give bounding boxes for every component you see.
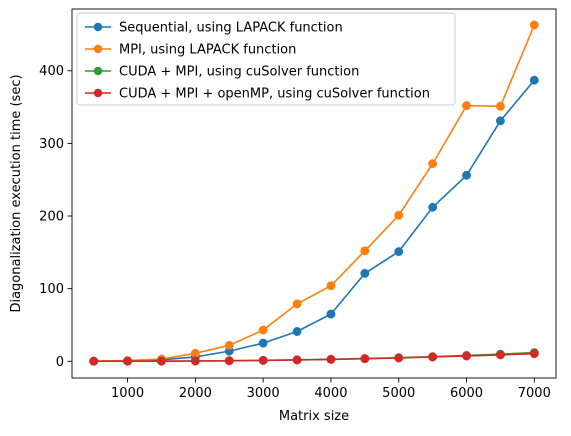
legend-box	[76, 12, 456, 106]
series-line-2	[93, 24, 536, 362]
series-1-point	[462, 170, 471, 180]
series-1-point	[428, 202, 438, 212]
series-1-point	[326, 309, 336, 319]
x-tick-label: 6000	[450, 386, 483, 401]
y-tick-label: 400	[39, 64, 64, 79]
y-axis-label: Diagonalization execution time (sec)	[9, 74, 24, 312]
series-2-point	[190, 348, 200, 358]
plot-area	[89, 20, 539, 366]
series-4-point	[224, 356, 234, 366]
legend-label-1: Sequential, using LAPACK function	[119, 21, 343, 36]
x-tick-label: 5000	[382, 386, 415, 401]
series-line-1	[93, 79, 535, 362]
legend-label-4: CUDA + MPI + openMP, using cuSolver func…	[119, 87, 430, 102]
legend-marker-3	[93, 66, 103, 76]
series-2-point	[326, 281, 336, 291]
series-1-point	[258, 338, 268, 348]
y-tick-label: 100	[39, 282, 64, 297]
series-4-point	[123, 356, 133, 366]
series-2-point	[360, 246, 370, 256]
series-1-point	[529, 75, 539, 85]
series-2-point	[462, 101, 471, 111]
series-1-point	[495, 116, 505, 126]
series-2-point	[428, 159, 438, 169]
series-1-point	[292, 327, 302, 336]
x-tick-label: 4000	[314, 386, 347, 401]
x-tick-label: 7000	[518, 386, 551, 401]
series-4-point	[529, 349, 539, 359]
series-2-point	[529, 20, 539, 30]
x-tick-label: 2000	[179, 386, 212, 401]
y-tick-label: 0	[56, 355, 64, 370]
series-4-point	[292, 355, 302, 365]
series-4-point	[190, 356, 200, 366]
y-tick-label: 200	[39, 210, 64, 225]
axes: 1000 2000 3000 4000 5000 6000 7000 0 100 200 300 40…	[39, 8, 557, 401]
series-2-point	[224, 340, 234, 350]
axes-frame	[71, 8, 557, 379]
x-tick-label: 1000	[111, 386, 144, 401]
series-2-point	[258, 325, 268, 335]
series-4-point	[360, 354, 370, 364]
series-4-point	[157, 356, 166, 366]
legend-label-3: CUDA + MPI, using cuSolver function	[119, 65, 359, 80]
series-4-point	[394, 353, 404, 363]
series-4-point	[462, 351, 471, 361]
series-4-point	[326, 354, 336, 364]
series-line-4	[93, 352, 535, 363]
y-tick-label: 300	[39, 137, 64, 152]
series-2-point	[394, 210, 404, 220]
series-1-point	[394, 247, 404, 257]
x-tick-label: 3000	[247, 386, 280, 401]
x-axis-label: Matrix size	[279, 409, 349, 424]
series-2-point	[495, 101, 505, 111]
series-1-point	[360, 268, 370, 278]
series-2-point	[292, 299, 302, 309]
legend-label-2: MPI, using LAPACK function	[119, 43, 296, 58]
series-4-point	[428, 352, 438, 362]
legend-marker-1	[93, 22, 103, 32]
series-4-point	[89, 356, 99, 366]
series-4-point	[495, 350, 505, 360]
legend-marker-4	[93, 88, 103, 98]
series-4-point	[258, 355, 268, 365]
legend-marker-2	[93, 44, 103, 54]
legend: Sequential, using LAPACK function MPI, us…	[76, 12, 456, 106]
